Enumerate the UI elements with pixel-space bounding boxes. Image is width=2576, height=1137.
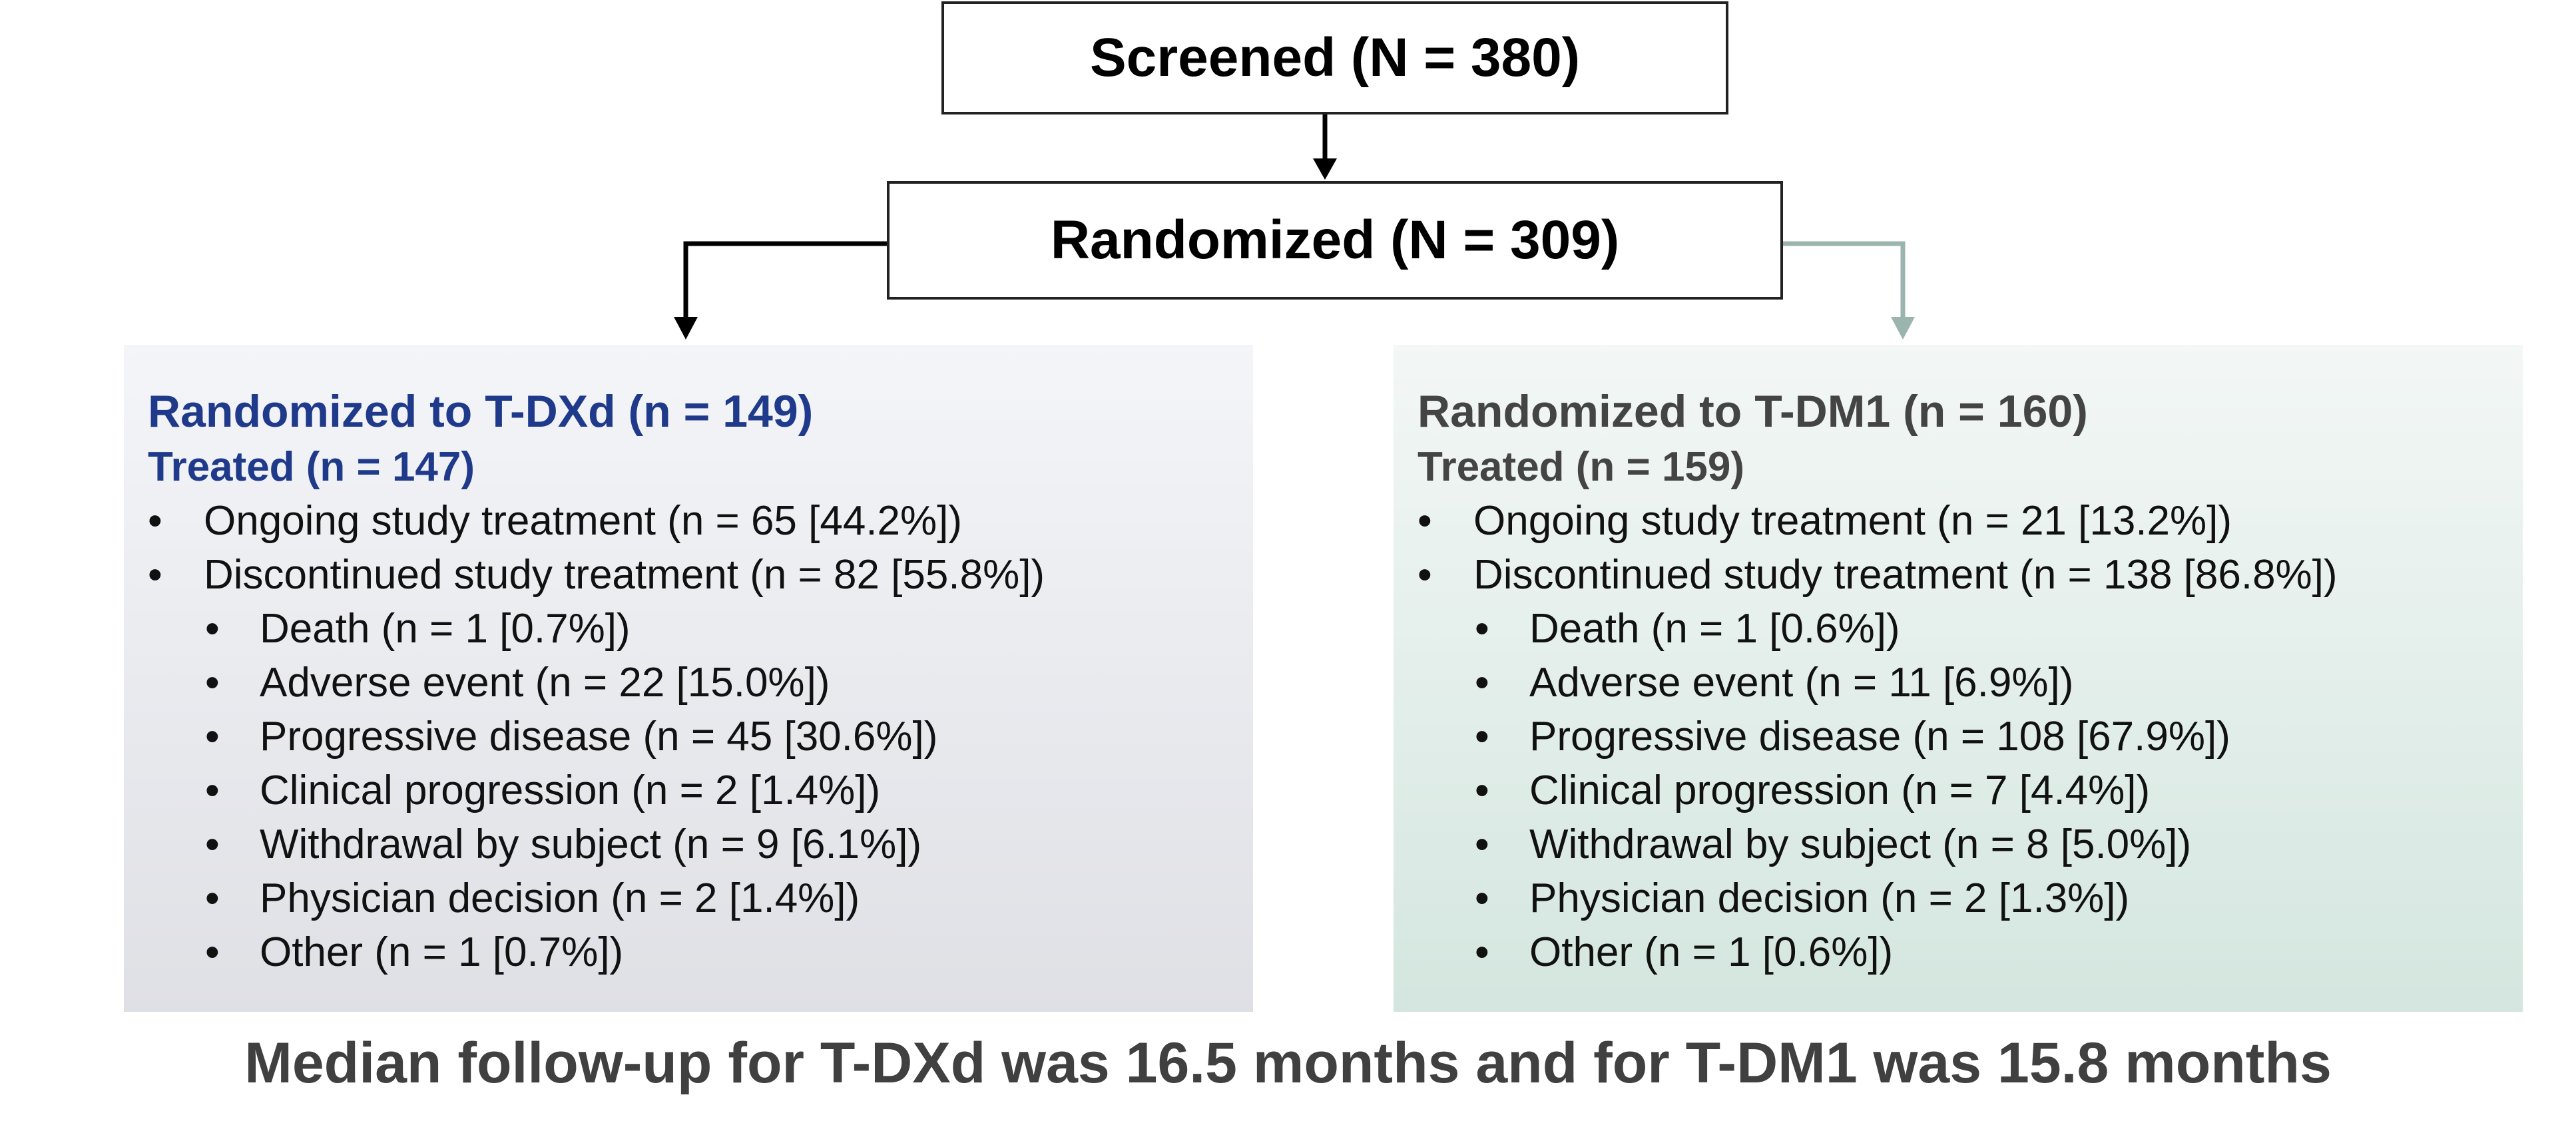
bullet-icon: • <box>1475 768 1489 813</box>
discontinuation-reason-item: • Withdrawal by subject (n = 8 [5.0%]) <box>1417 817 2523 871</box>
item-text: Discontinued study treatment (n = 82 [55… <box>204 552 1045 598</box>
arrowhead-tdm1 <box>1891 317 1915 340</box>
arrow-randomized-to-tdxd <box>683 241 887 318</box>
discontinuation-reason-item: • Clinical progression (n = 2 [1.4%]) <box>148 764 1253 817</box>
item-text: Withdrawal by subject (n = 8 [5.0%]) <box>1529 821 2192 867</box>
bullet-icon: • <box>205 660 220 706</box>
bullet-icon: • <box>148 498 162 544</box>
item-text: Progressive disease (n = 108 [67.9%]) <box>1529 714 2230 760</box>
disposition-item: • Ongoing study treatment (n = 65 [44.2%]… <box>148 494 1253 548</box>
bullet-icon: • <box>205 875 220 921</box>
arrow-randomized-to-tdm1 <box>1783 241 1906 318</box>
tdm1-disposition-list: • Ongoing study treatment (n = 21 [13.2%]… <box>1417 494 2523 979</box>
item-text: Clinical progression (n = 7 [4.4%]) <box>1529 768 2151 813</box>
disposition-item: • Discontinued study treatment (n = 138 [… <box>1417 548 2523 602</box>
disposition-item: • Discontinued study treatment (n = 82 [5… <box>148 548 1253 602</box>
discontinuation-reason-item: • Withdrawal by subject (n = 9 [6.1%]) <box>148 817 1253 871</box>
item-text: Other (n = 1 [0.7%]) <box>260 929 624 975</box>
tdxd-arm-title: Randomized to T-DXd (n = 149) <box>148 386 814 437</box>
item-text: Adverse event (n = 22 [15.0%]) <box>260 660 830 706</box>
item-text: Other (n = 1 [0.6%]) <box>1529 929 1894 975</box>
item-text: Death (n = 1 [0.6%]) <box>1529 606 1900 652</box>
discontinuation-reason-item: • Progressive disease (n = 45 [30.6%]) <box>148 710 1253 764</box>
tdm1-arm-title: Randomized to T-DM1 (n = 160) <box>1417 386 2088 437</box>
arrowhead-randomized <box>1313 158 1337 180</box>
item-text: Ongoing study treatment (n = 21 [13.2%]) <box>1473 498 2232 544</box>
bullet-icon: • <box>1475 875 1489 921</box>
item-text: Progressive disease (n = 45 [30.6%]) <box>260 714 938 760</box>
tdxd-disposition-list: • Ongoing study treatment (n = 65 [44.2%]… <box>148 494 1253 979</box>
item-text: Clinical progression (n = 2 [1.4%]) <box>260 768 881 813</box>
discontinuation-reason-item: • Death (n = 1 [0.6%]) <box>1417 602 2523 656</box>
disposition-item: • Ongoing study treatment (n = 21 [13.2%]… <box>1417 494 2523 548</box>
bullet-icon: • <box>205 714 220 760</box>
tdxd-treated-count: Treated (n = 147) <box>148 444 475 490</box>
discontinuation-reason-item: • Physician decision (n = 2 [1.3%]) <box>1417 871 2523 925</box>
bullet-icon: • <box>1475 929 1489 975</box>
bullet-icon: • <box>1417 552 1432 598</box>
follow-up-footnote: Median follow-up for T-DXd was 16.5 mont… <box>244 1031 2332 1095</box>
discontinuation-reason-item: • Other (n = 1 [0.6%]) <box>1417 925 2523 979</box>
item-text: Discontinued study treatment (n = 138 [8… <box>1473 552 2338 598</box>
randomized-label: Randomized (N = 309) <box>1050 210 1620 270</box>
bullet-icon: • <box>1475 821 1489 867</box>
bullet-icon: • <box>1475 660 1489 706</box>
bullet-icon: • <box>1417 498 1432 544</box>
item-text: Death (n = 1 [0.7%]) <box>260 606 631 652</box>
tdm1-arm-panel: Randomized to T-DM1 (n = 160) Treated (n… <box>1394 345 2523 1012</box>
item-text: Adverse event (n = 11 [6.9%]) <box>1529 660 2074 706</box>
item-text: Withdrawal by subject (n = 9 [6.1%]) <box>260 821 922 867</box>
randomized-box: Randomized (N = 309) <box>887 181 1783 300</box>
bullet-icon: • <box>205 768 220 813</box>
bullet-icon: • <box>1475 606 1489 652</box>
bullet-icon: • <box>148 552 162 598</box>
discontinuation-reason-item: • Clinical progression (n = 7 [4.4%]) <box>1417 764 2523 817</box>
bullet-icon: • <box>1475 714 1489 760</box>
discontinuation-reason-item: • Other (n = 1 [0.7%]) <box>148 925 1253 979</box>
screened-box: Screened (N = 380) <box>941 1 1728 114</box>
arrowhead-tdxd <box>674 317 698 340</box>
item-text: Physician decision (n = 2 [1.3%]) <box>1529 875 2130 921</box>
discontinuation-reason-item: • Progressive disease (n = 108 [67.9%]) <box>1417 710 2523 764</box>
discontinuation-reason-item: • Adverse event (n = 11 [6.9%]) <box>1417 656 2523 710</box>
screened-label: Screened (N = 380) <box>1089 27 1581 88</box>
item-text: Physician decision (n = 2 [1.4%]) <box>260 875 860 921</box>
bullet-icon: • <box>205 929 220 975</box>
tdm1-treated-count: Treated (n = 159) <box>1417 444 1745 490</box>
discontinuation-reason-item: • Adverse event (n = 22 [15.0%]) <box>148 656 1253 710</box>
discontinuation-reason-item: • Physician decision (n = 2 [1.4%]) <box>148 871 1253 925</box>
item-text: Ongoing study treatment (n = 65 [44.2%]) <box>204 498 963 544</box>
bullet-icon: • <box>205 606 220 652</box>
bullet-icon: • <box>205 821 220 867</box>
tdxd-arm-panel: Randomized to T-DXd (n = 149) Treated (n… <box>124 345 1253 1012</box>
discontinuation-reason-item: • Death (n = 1 [0.7%]) <box>148 602 1253 656</box>
